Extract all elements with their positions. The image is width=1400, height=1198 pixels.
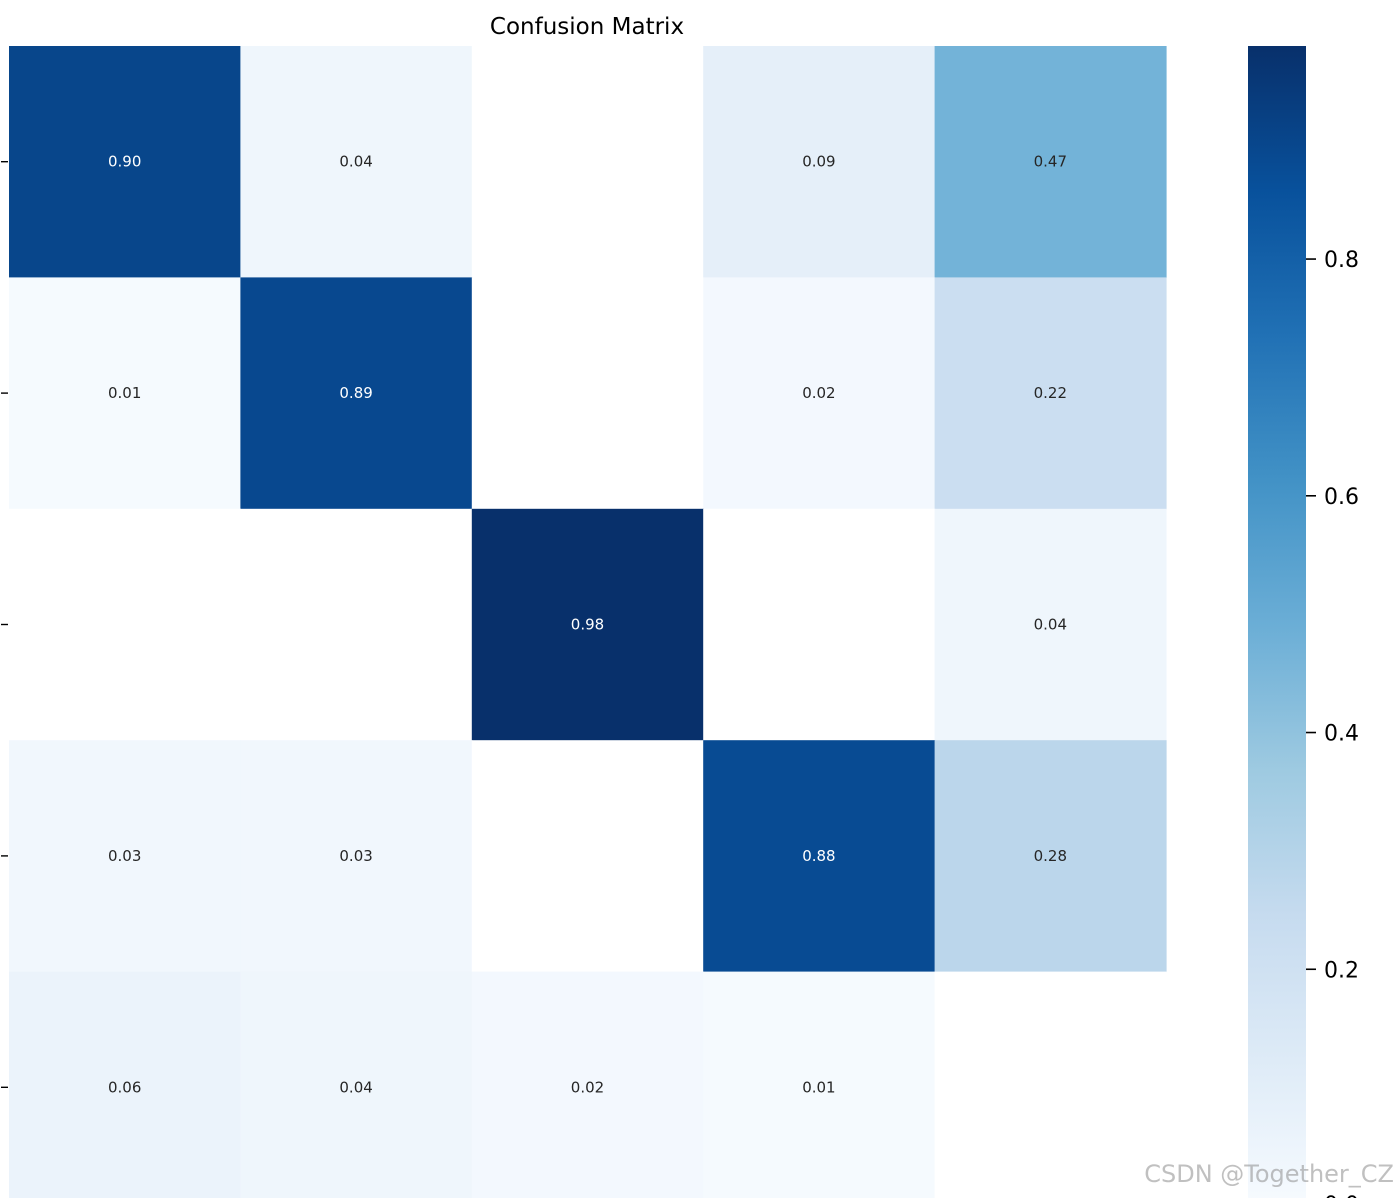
colorbar-tick-label-1: 0.4: [1324, 722, 1359, 747]
row-tick-marks: [1, 160, 8, 1089]
colorbar-tick-label-3: 0.8: [1324, 248, 1359, 273]
heatmap-cell-r1-c1: [240, 277, 473, 510]
colorbar-tick-label-2: 0.6: [1324, 485, 1359, 510]
chart-title: Confusion Matrix: [490, 14, 684, 40]
heatmap-annotations: 0.90 0.04 0.09 0.47 0.01 0.89 0.02 0.22 0.98 0.04…: [108, 153, 1067, 1097]
heatmap-cell-r0-c1: [240, 46, 473, 278]
cell-value-label-r1-c4: 0.22: [1034, 384, 1067, 402]
heatmap-cell-r2-c3: [703, 508, 936, 741]
heatmap-cell-r1-c2: [471, 277, 704, 510]
colorbar-ticks: 0.2 0.4 0.6 0.8 0.0: [1306, 248, 1359, 1198]
heatmap-cell-r3-c0: [9, 740, 241, 973]
cell-value-label-r1-c0: 0.01: [108, 384, 141, 402]
heatmap-cell-r2-c1: [240, 508, 473, 741]
cell-value-label-r3-c3: 0.88: [802, 847, 835, 865]
heatmap-cell-r4-c0: [9, 971, 241, 1198]
heatmap-cells: [9, 46, 1167, 1198]
cell-value-label-r1-c3: 0.02: [802, 384, 835, 402]
heatmap-cell-r1-c3: [703, 277, 936, 510]
heatmap-cell-r0-c2: [471, 46, 704, 278]
cell-value-label-r4-c3: 0.01: [802, 1078, 835, 1096]
cell-value-label-r4-c2: 0.02: [571, 1078, 604, 1096]
cell-value-label-r4-c1: 0.04: [339, 1078, 372, 1096]
heatmap-cell-r0-c3: [703, 46, 936, 278]
heatmap-cell-r3-c2: [471, 740, 704, 973]
heatmap-cell-r3-c1: [240, 740, 473, 973]
cell-value-label-r2-c2: 0.98: [571, 616, 604, 634]
heatmap-cell-r1-c0: [9, 277, 241, 510]
heatmap-cell-r4-c1: [240, 971, 473, 1198]
heatmap-cell-r0-c0: [9, 46, 241, 278]
heatmap-cell-r3-c3: [703, 740, 936, 973]
cell-value-label-r4-c0: 0.06: [108, 1078, 141, 1096]
cell-value-label-r3-c1: 0.03: [339, 847, 372, 865]
cell-value-label-r3-c0: 0.03: [108, 847, 141, 865]
heatmap-cell-r4-c3: [703, 971, 936, 1198]
watermark: CSDN @Together_CZ: [1144, 1160, 1394, 1188]
cell-value-label-r0-c3: 0.09: [802, 153, 835, 171]
heatmap-cell-r3-c4: [934, 740, 1167, 973]
heatmap-cell-r1-c4: [934, 277, 1167, 510]
heatmap-cell-r2-c2: [471, 508, 704, 741]
cell-value-label-r2-c4: 0.04: [1034, 616, 1067, 634]
heatmap-cell-r0-c4: [934, 46, 1167, 278]
heatmap-cell-r4-c4: [934, 971, 1167, 1198]
cell-value-label-r1-c1: 0.89: [339, 384, 372, 402]
colorbar: [1248, 46, 1306, 1198]
heatmap-cell-r2-c0: [9, 508, 241, 741]
cell-value-label-r0-c4: 0.47: [1034, 153, 1067, 171]
cell-value-label-r3-c4: 0.28: [1034, 847, 1067, 865]
cell-value-label-r0-c1: 0.04: [339, 153, 372, 171]
heatmap-cell-r2-c4: [934, 508, 1167, 741]
heatmap-cell-r4-c2: [471, 971, 704, 1198]
colorbar-tick-label-0: 0.2: [1324, 958, 1359, 983]
colorbar-tick-label-partial: 0.0: [1324, 1193, 1359, 1198]
cell-value-label-r0-c0: 0.90: [108, 153, 141, 171]
